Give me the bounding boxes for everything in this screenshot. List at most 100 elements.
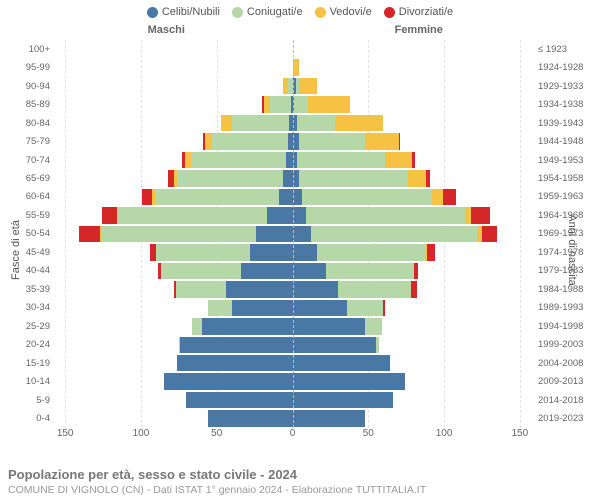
bar-segment — [306, 207, 465, 223]
age-label: 45-49 — [2, 243, 50, 261]
birth-label: 1964-1968 — [538, 206, 598, 224]
birth-label: 1949-1953 — [538, 151, 598, 169]
bar-segment — [383, 300, 385, 316]
age-label: 70-74 — [2, 151, 50, 169]
birth-label: 1934-1938 — [538, 95, 598, 113]
legend-label: Vedovi/e — [330, 6, 372, 18]
female-half — [293, 243, 536, 261]
chart-title: Popolazione per età, sesso e stato civil… — [8, 467, 592, 482]
bar-segment — [347, 300, 383, 316]
birth-label: 1929-1933 — [538, 77, 598, 95]
bar-segment — [79, 226, 100, 242]
age-label: 5-9 — [2, 391, 50, 409]
x-tick-label: 100 — [436, 428, 453, 439]
x-tick-label: 50 — [363, 428, 374, 439]
age-label: 95-99 — [2, 58, 50, 76]
bar-segment — [180, 337, 292, 353]
female-half — [293, 132, 536, 150]
bar-segment — [191, 152, 286, 168]
bar-segment — [212, 133, 288, 149]
female-half — [293, 372, 536, 390]
bar-segment — [118, 207, 267, 223]
female-half — [293, 299, 536, 317]
legend-swatch — [384, 7, 395, 18]
x-tick-label: 150 — [512, 428, 529, 439]
bar-segment — [241, 263, 293, 279]
male-half — [50, 354, 293, 372]
female-half — [293, 391, 536, 409]
bar-segment — [186, 392, 292, 408]
header-female: Femmine — [293, 24, 600, 36]
bar-segment — [365, 318, 382, 334]
birth-label: 1924-1928 — [538, 58, 598, 76]
female-half — [293, 114, 536, 132]
male-half — [50, 114, 293, 132]
bar-segment — [267, 207, 293, 223]
bar-segment — [335, 115, 384, 131]
legend-item: Celibi/Nubili — [147, 6, 220, 18]
male-half — [50, 169, 293, 187]
age-label: 90-94 — [2, 77, 50, 95]
female-half — [293, 206, 536, 224]
age-label: 80-84 — [2, 114, 50, 132]
bar-segment — [221, 115, 232, 131]
birth-label: 2009-2013 — [538, 372, 598, 390]
bar-segment — [293, 410, 366, 426]
female-half — [293, 354, 536, 372]
legend-item: Coniugati/e — [232, 6, 303, 18]
male-half — [50, 317, 293, 335]
bar-segment — [293, 337, 376, 353]
bar-segment — [205, 133, 213, 149]
male-half — [50, 372, 293, 390]
bar-segment — [156, 244, 250, 260]
bar-segment — [226, 281, 293, 297]
birth-label: 2014-2018 — [538, 391, 598, 409]
age-label: 25-29 — [2, 317, 50, 335]
female-half — [293, 262, 536, 280]
bar-segment — [399, 133, 401, 149]
birth-label: 1974-1978 — [538, 243, 598, 261]
bar-segment — [308, 96, 350, 112]
bar-segment — [161, 263, 241, 279]
male-half — [50, 409, 293, 427]
legend-label: Coniugati/e — [247, 6, 303, 18]
age-label: 10-14 — [2, 372, 50, 390]
female-half — [293, 40, 536, 58]
bar-segment — [426, 170, 431, 186]
bar-segment — [293, 244, 317, 260]
age-label: 15-19 — [2, 354, 50, 372]
x-tick-label: 100 — [133, 428, 150, 439]
female-half — [293, 77, 536, 95]
bar-segment — [293, 281, 338, 297]
bar-segment — [192, 318, 201, 334]
bar-segment — [297, 152, 385, 168]
bar-segment — [385, 152, 412, 168]
male-half — [50, 280, 293, 298]
age-label: 85-89 — [2, 95, 50, 113]
bar-segment — [471, 207, 489, 223]
male-half — [50, 336, 293, 354]
birth-label: 1944-1948 — [538, 132, 598, 150]
age-label: 65-69 — [2, 169, 50, 187]
male-half — [50, 206, 293, 224]
bar-segment — [326, 263, 414, 279]
birth-label: 1939-1943 — [538, 114, 598, 132]
male-half — [50, 151, 293, 169]
age-label: 40-44 — [2, 262, 50, 280]
bar-segment — [299, 133, 366, 149]
male-half — [50, 40, 293, 58]
bar-segment — [142, 189, 151, 205]
female-half — [293, 336, 536, 354]
chart-subtitle: COMUNE DI VIGNOLO (CN) - Dati ISTAT 1° g… — [8, 484, 592, 496]
bar-segment — [338, 281, 411, 297]
bar-segment — [443, 189, 457, 205]
bar-segment — [302, 189, 432, 205]
bar-segment — [412, 152, 415, 168]
bar-segment — [294, 96, 308, 112]
female-half — [293, 409, 536, 427]
bar-segment — [293, 318, 366, 334]
bar-segment — [299, 170, 408, 186]
age-label: 100+ — [2, 40, 50, 58]
female-half — [293, 225, 536, 243]
x-axis: 15010050050100150 — [50, 428, 535, 444]
